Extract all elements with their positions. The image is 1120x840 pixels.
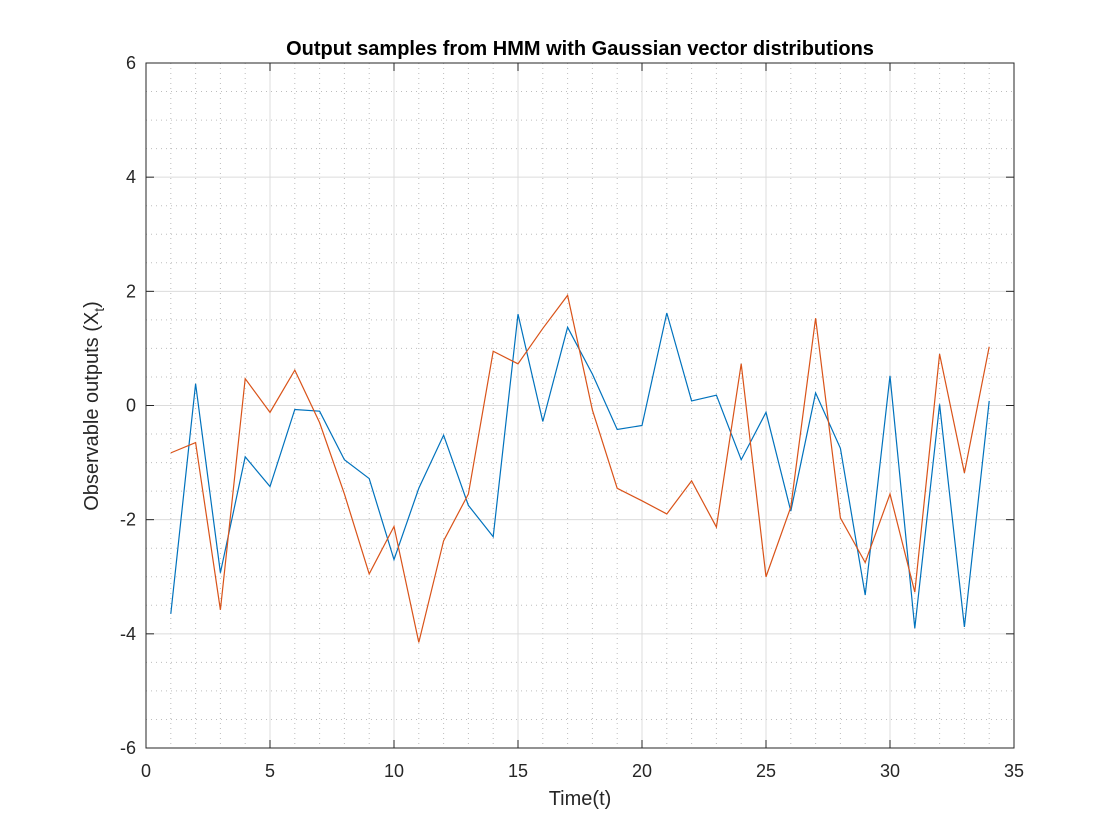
y-axis-label-subscript: t	[91, 308, 107, 312]
y-axis-label-suffix: )	[81, 301, 103, 308]
series-line-2	[170, 293, 990, 643]
y-tick-label: 2	[126, 281, 136, 301]
x-tick-label: 30	[880, 761, 900, 781]
y-tick-labels: -6 -4 -2 0 2 4 6	[120, 53, 136, 758]
x-tick-labels: 0 5 10 15 20 25 30 35	[141, 761, 1024, 781]
y-tick-label: -2	[120, 510, 136, 530]
chart-title: Output samples from HMM with Gaussian ve…	[286, 38, 874, 60]
y-tick-label: 0	[126, 396, 136, 416]
x-tick-label: 25	[756, 761, 776, 781]
x-tick-label: 0	[141, 761, 151, 781]
tick-marks	[145, 62, 1015, 749]
x-tick-label: 5	[265, 761, 275, 781]
y-tick-label: -6	[120, 738, 136, 758]
x-tick-label: 20	[632, 761, 652, 781]
x-tick-label: 35	[1004, 761, 1024, 781]
y-axis-label: Observable outputs (Xt)	[81, 301, 107, 511]
x-axis-label: Time(t)	[549, 788, 612, 810]
y-tick-label: 6	[126, 53, 136, 73]
x-tick-label: 15	[508, 761, 528, 781]
major-grid	[146, 63, 1014, 748]
y-tick-label: -4	[120, 624, 136, 644]
series-layer	[170, 293, 990, 643]
y-tick-label: 4	[126, 167, 136, 187]
x-tick-label: 10	[384, 761, 404, 781]
y-axis-label-main: Observable outputs (X	[81, 312, 103, 511]
